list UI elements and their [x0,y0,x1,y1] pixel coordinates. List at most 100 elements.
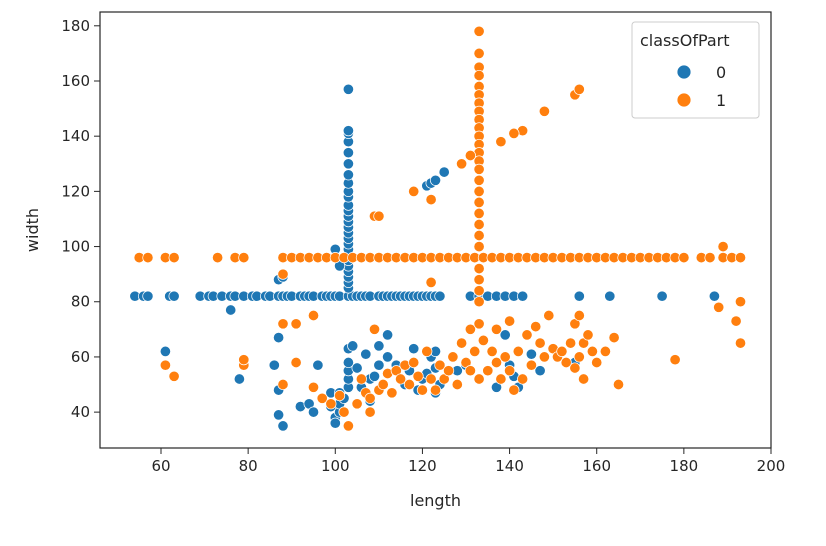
point-class1-53 [679,252,689,262]
x-tick-label-7: 200 [757,457,786,475]
point-class1-112 [291,357,301,367]
x-axis: 60 80 100 120 140 160 180 200 [151,448,785,475]
point-class1-4 [212,252,222,262]
point-class1-164 [526,360,536,370]
point-class0-57 [574,291,584,301]
point-class1-176 [574,352,584,362]
x-tick-label-2: 100 [321,457,350,475]
point-class1-90 [496,137,506,147]
point-class1-160 [509,385,519,395]
point-class0-93 [430,175,440,185]
point-class1-181 [587,346,597,356]
y-axis-label: width [23,208,42,252]
point-class1-119 [352,399,362,409]
point-class1-150 [474,319,484,329]
point-class1-97 [718,241,728,251]
point-class1-84 [474,297,484,307]
point-class1-74 [474,175,484,185]
point-class0-122 [352,363,362,373]
point-class1-138 [430,385,440,395]
point-class1-59 [474,26,484,36]
legend: classOfPart 0 1 [632,22,759,118]
point-class0-82 [343,148,353,158]
point-class0-85 [343,126,353,136]
point-class1-158 [504,366,514,376]
point-class1-157 [500,352,510,362]
point-class1-62 [474,70,484,80]
point-class1-147 [465,366,475,376]
point-class1-159 [504,316,514,326]
point-class1-87 [539,106,549,116]
point-class1-102 [308,310,318,320]
point-class1-183 [600,346,610,356]
point-class1-82 [474,275,484,285]
point-class1-179 [578,374,588,384]
point-class0-97 [234,374,244,384]
legend-marker-0 [677,65,691,79]
point-class1-171 [557,346,567,356]
point-class0-59 [657,291,667,301]
point-class0-98 [269,360,279,370]
point-class0-131 [382,330,392,340]
point-class1-166 [535,338,545,348]
point-class1-86 [574,84,584,94]
point-class1-185 [613,379,623,389]
point-class1-104 [735,297,745,307]
point-class1-92 [456,159,466,169]
point-class1-175 [570,363,580,373]
point-class0-105 [308,407,318,417]
point-class1-173 [565,338,575,348]
point-class0-153 [526,349,536,359]
point-class1-55 [705,252,715,262]
y-tick-label-3: 100 [61,238,90,256]
point-class0-96 [160,346,170,356]
point-class1-83 [474,286,484,296]
point-class0-121 [348,341,358,351]
y-tick-label-4: 120 [61,182,90,200]
point-class1-149 [474,374,484,384]
point-class0-130 [382,352,392,362]
point-class1-167 [539,352,549,362]
point-class1-103 [714,302,724,312]
x-tick-label-1: 80 [239,457,258,475]
point-class1-133 [409,357,419,367]
point-class1-124 [369,324,379,334]
point-class1-105 [731,316,741,326]
point-class0-136 [409,344,419,354]
point-class0-106 [313,360,323,370]
point-class1-108 [169,371,179,381]
point-class1-126 [378,379,388,389]
point-class1-186 [670,355,680,365]
y-tick-label-7: 180 [61,17,90,35]
point-class1-123 [365,393,375,403]
point-class1-96 [374,211,384,221]
point-class0-86 [343,84,353,94]
point-class1-81 [474,263,484,273]
point-class1-3 [169,252,179,262]
point-class1-134 [413,371,423,381]
x-tick-label-3: 120 [408,457,437,475]
point-class1-113 [308,382,318,392]
point-class1-163 [522,330,532,340]
point-class0-124 [361,349,371,359]
y-tick-label-1: 60 [71,348,90,366]
point-class1-152 [483,366,493,376]
point-class0-127 [369,371,379,381]
point-class1-89 [509,128,519,138]
point-class1-77 [474,208,484,218]
point-class1-60 [474,48,484,58]
point-class0-4 [169,291,179,301]
point-class0-81 [343,159,353,169]
x-tick-label-0: 60 [151,457,170,475]
point-class1-94 [426,194,436,204]
point-class0-99 [273,332,283,342]
point-class1-128 [387,388,397,398]
point-class0-94 [439,167,449,177]
point-class1-6 [239,252,249,262]
x-axis-label: length [410,491,461,510]
point-class1-122 [365,407,375,417]
point-class1-143 [452,379,462,389]
point-class1-161 [513,346,523,356]
point-class1-98 [278,269,288,279]
